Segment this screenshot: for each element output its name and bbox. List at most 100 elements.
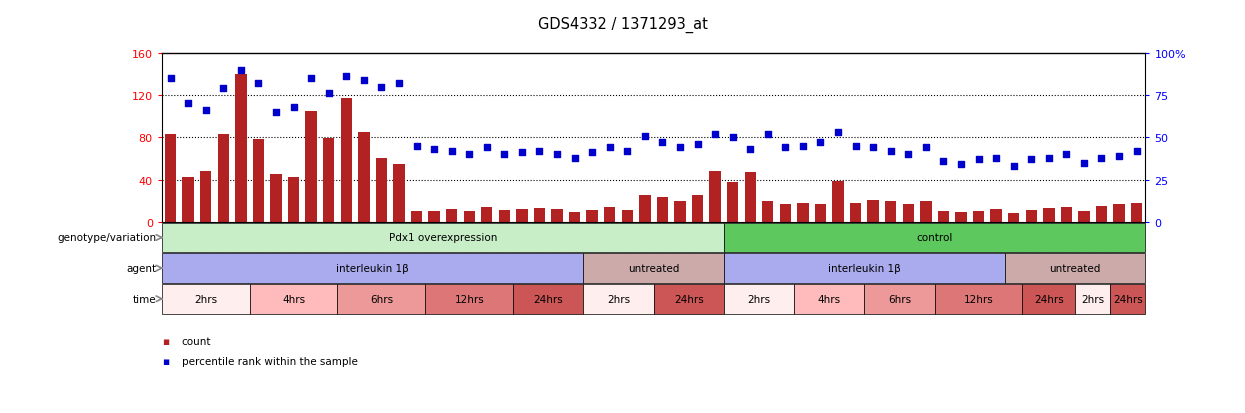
Bar — [586, 211, 598, 222]
Text: control: control — [916, 233, 952, 243]
Text: interleukin 1β: interleukin 1β — [336, 263, 410, 273]
Point — [1074, 160, 1094, 166]
Text: 24hrs: 24hrs — [1033, 294, 1063, 304]
Bar — [162, 223, 723, 253]
Bar — [1005, 254, 1145, 283]
Bar — [903, 204, 914, 222]
Text: GDS4332 / 1371293_at: GDS4332 / 1371293_at — [538, 17, 707, 33]
Text: 24hrs: 24hrs — [674, 294, 703, 304]
Point — [266, 109, 286, 116]
Bar — [621, 211, 632, 222]
Text: untreated: untreated — [1050, 263, 1101, 273]
Point — [249, 81, 269, 87]
Text: 4hrs: 4hrs — [818, 294, 840, 304]
Bar — [517, 209, 528, 222]
Bar — [814, 204, 827, 222]
Point — [687, 141, 707, 148]
Bar — [762, 201, 773, 222]
Text: 6hrs: 6hrs — [370, 294, 393, 304]
Bar — [864, 284, 935, 314]
Bar — [723, 223, 1145, 253]
Bar — [794, 284, 864, 314]
Point — [494, 152, 514, 158]
Bar — [991, 209, 1002, 222]
Bar — [569, 213, 580, 222]
Text: count: count — [182, 336, 212, 346]
Bar — [1076, 284, 1111, 314]
Point — [969, 157, 989, 163]
Bar — [162, 254, 584, 283]
Bar — [639, 196, 651, 222]
Bar — [337, 284, 426, 314]
Point — [635, 133, 655, 140]
Point — [230, 67, 250, 74]
Point — [845, 143, 865, 150]
Point — [986, 155, 1006, 161]
Bar — [1113, 204, 1124, 222]
Bar — [745, 173, 756, 222]
Point — [178, 101, 198, 107]
Bar — [446, 209, 457, 222]
Point — [371, 84, 391, 91]
Point — [354, 77, 374, 84]
Text: ◾: ◾ — [162, 336, 169, 346]
Point — [425, 147, 444, 153]
Bar — [850, 203, 862, 222]
Point — [880, 148, 900, 155]
Point — [741, 147, 761, 153]
Bar — [270, 175, 281, 222]
Bar — [341, 99, 352, 222]
Bar — [797, 203, 808, 222]
Bar — [250, 284, 337, 314]
Bar — [656, 198, 669, 222]
Bar — [253, 140, 264, 222]
Point — [600, 145, 620, 151]
Point — [336, 74, 356, 81]
Point — [1109, 153, 1129, 160]
Bar — [955, 213, 966, 222]
Bar — [393, 164, 405, 222]
Bar — [1130, 203, 1143, 222]
Bar — [654, 284, 723, 314]
Bar — [1111, 284, 1145, 314]
Point — [810, 140, 830, 146]
Bar — [164, 135, 177, 222]
Point — [565, 155, 585, 161]
Point — [161, 76, 181, 82]
Bar — [162, 284, 250, 314]
Text: time: time — [133, 294, 157, 304]
Bar — [552, 209, 563, 222]
Bar — [200, 172, 212, 222]
Text: agent: agent — [127, 263, 157, 273]
Text: percentile rank within the sample: percentile rank within the sample — [182, 356, 357, 366]
Bar — [235, 75, 247, 222]
Point — [722, 135, 742, 141]
Bar — [499, 211, 510, 222]
Point — [652, 140, 672, 146]
Point — [213, 86, 233, 93]
Bar — [288, 178, 299, 222]
Bar — [779, 204, 791, 222]
Point — [776, 145, 796, 151]
Bar — [513, 284, 584, 314]
Point — [583, 150, 603, 157]
Point — [618, 148, 637, 155]
Point — [670, 145, 690, 151]
Bar — [305, 112, 316, 222]
Text: 2hrs: 2hrs — [1081, 294, 1104, 304]
Point — [284, 104, 304, 111]
Point — [512, 150, 532, 157]
Point — [442, 148, 462, 155]
Bar — [359, 133, 370, 222]
Text: 4hrs: 4hrs — [283, 294, 305, 304]
Point — [705, 131, 725, 138]
Bar — [972, 211, 985, 222]
Point — [1003, 163, 1023, 170]
Bar — [1008, 214, 1020, 222]
Point — [1127, 148, 1147, 155]
Bar — [675, 201, 686, 222]
Point — [916, 145, 936, 151]
Text: 24hrs: 24hrs — [1113, 294, 1143, 304]
Bar — [604, 207, 615, 222]
Text: 12hrs: 12hrs — [964, 294, 994, 304]
